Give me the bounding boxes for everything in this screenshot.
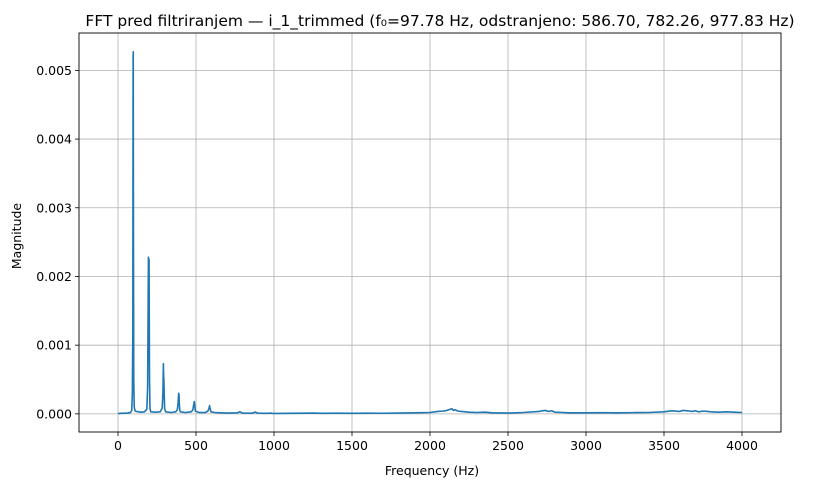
x-axis: 0 500 1000 1500 2000 2500 3000 3500 4000 — [114, 432, 758, 453]
plot-area — [117, 51, 743, 415]
y-tick-label: 0.000 — [36, 406, 72, 421]
chart-title: FFT pred filtriranjem — i_1_trimmed (f₀=… — [85, 12, 794, 31]
y-tick-label: 0.004 — [36, 132, 72, 147]
y-axis-label: Magnitude — [9, 203, 24, 270]
series-line — [117, 51, 743, 415]
x-tick-label: 0 — [114, 438, 122, 453]
y-tick-label: 0.005 — [36, 63, 72, 78]
y-tick-label: 0.001 — [36, 338, 72, 353]
grid — [79, 33, 781, 432]
y-tick-label: 0.003 — [36, 200, 72, 215]
x-tick-label: 4000 — [726, 438, 758, 453]
x-axis-label: Frequency (Hz) — [385, 463, 479, 478]
x-tick-label: 500 — [184, 438, 208, 453]
x-tick-label: 2500 — [492, 438, 524, 453]
x-tick-label: 1500 — [336, 438, 368, 453]
x-tick-label: 1000 — [258, 438, 290, 453]
x-tick-label: 3500 — [648, 438, 680, 453]
y-axis: 0.000 0.001 0.002 0.003 0.004 0.005 — [36, 63, 79, 421]
y-tick-label: 0.002 — [36, 269, 72, 284]
x-tick-label: 2000 — [414, 438, 446, 453]
x-tick-label: 3000 — [570, 438, 602, 453]
